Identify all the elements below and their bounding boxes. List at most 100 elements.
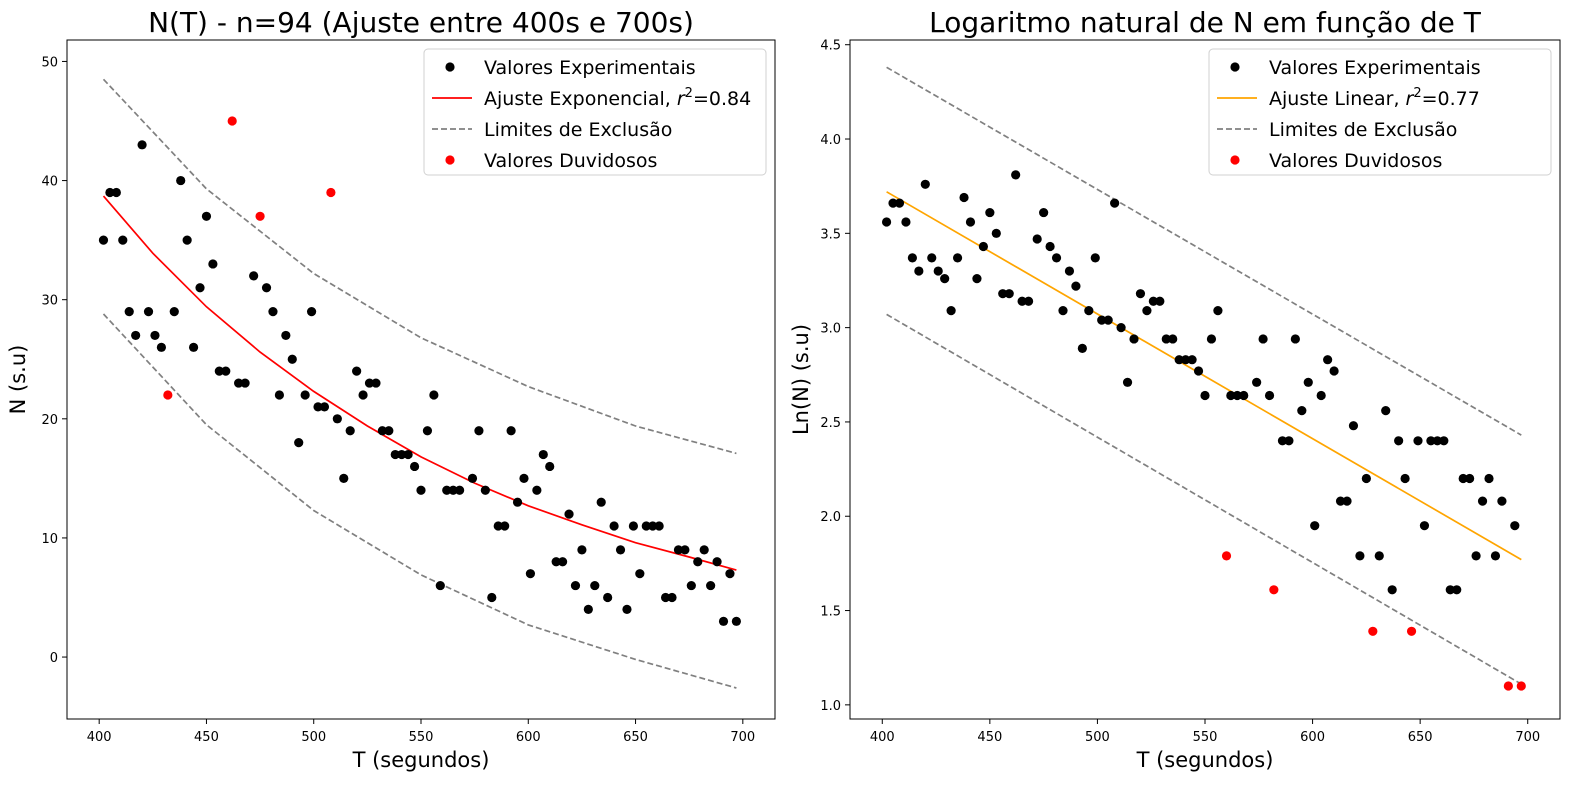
data-point [287, 354, 297, 364]
data-point [1355, 551, 1365, 561]
data-point [686, 580, 696, 591]
legend-label: Ajuste Linear, r2=0.77 [1269, 86, 1480, 110]
legend-text: Limites de Exclusão [1269, 119, 1457, 141]
y-tick-label: 3.5 [820, 227, 841, 242]
legend-text: Ajuste Exponencial, [484, 88, 677, 110]
data-point [1484, 473, 1494, 484]
data-point [680, 545, 690, 555]
data-point [991, 228, 1001, 238]
data-point [907, 253, 917, 263]
data-point [998, 289, 1008, 299]
data-point [551, 557, 561, 567]
data-point [397, 449, 407, 460]
data-point [525, 569, 536, 579]
data-point [1329, 366, 1339, 376]
data-point [1400, 473, 1410, 484]
legend-r-symbol: r [677, 88, 686, 110]
data-point [519, 473, 529, 483]
data-point [940, 273, 950, 284]
y-tick-label: 20 [41, 413, 58, 428]
y-tick-label: 2.5 [820, 416, 841, 431]
data-point [558, 557, 568, 567]
legend: Valores Experimentais Ajuste Exponencial,… [423, 48, 767, 176]
data-point [1226, 390, 1236, 401]
data-point [1432, 436, 1442, 446]
data-point [712, 557, 722, 567]
data-point [641, 521, 651, 531]
data-point [564, 509, 574, 519]
y-tick-label: 30 [41, 294, 58, 309]
data-point [1213, 306, 1223, 316]
data-point [952, 253, 963, 263]
doubtful-point [1516, 681, 1526, 691]
data-point [240, 378, 250, 388]
legend-superscript: 2 [685, 86, 693, 101]
data-point [403, 449, 413, 460]
x-tick-label: 450 [977, 730, 1002, 745]
legend-marker [445, 62, 455, 72]
data-point [377, 426, 387, 436]
data-point [105, 187, 115, 198]
data-point [545, 461, 555, 472]
data-point [1348, 421, 1359, 431]
data-point [294, 438, 304, 448]
data-point [914, 266, 924, 276]
data-point [978, 241, 988, 252]
data-point [972, 273, 982, 284]
x-tick-label: 500 [1085, 730, 1110, 745]
legend-text: Ajuste Linear, [1269, 88, 1406, 110]
y-tick-label: 4.0 [820, 133, 841, 148]
data-point [124, 307, 134, 317]
data-point [622, 604, 632, 615]
doubtful-point [1269, 585, 1279, 595]
data-point [98, 235, 109, 245]
y-tick-label: 40 [41, 175, 58, 190]
data-point [313, 402, 323, 412]
data-point [1465, 473, 1475, 484]
legend-label: Limites de Exclusão [1269, 119, 1457, 141]
data-point [429, 390, 439, 400]
legend-value: =0.84 [693, 88, 751, 110]
y-tick-label: 1.0 [820, 699, 841, 714]
data-point [512, 497, 523, 507]
data-point [583, 604, 593, 615]
data-point [1032, 234, 1042, 244]
data-point [364, 378, 375, 388]
exclusion-limit-line [886, 313, 1522, 685]
data-point [693, 557, 703, 567]
data-point [1239, 390, 1249, 401]
data-point [1394, 436, 1404, 446]
data-point [1497, 496, 1507, 506]
data-point [1142, 306, 1152, 316]
data-point [1284, 436, 1294, 446]
data-point [1316, 390, 1326, 401]
legend-text: Valores Experimentais [1269, 57, 1481, 79]
data-point [1374, 551, 1384, 561]
data-point [1155, 296, 1165, 306]
doubtful-point [255, 211, 265, 221]
data-point [635, 569, 645, 579]
legend-text: Valores Experimentais [484, 57, 696, 79]
data-point [1258, 334, 1268, 344]
data-point [881, 217, 892, 227]
data-point [214, 366, 224, 376]
y-tick-label: 4.5 [820, 39, 841, 54]
data-point [1290, 334, 1300, 344]
data-point [1058, 306, 1068, 316]
data-point [894, 198, 905, 208]
data-point [577, 545, 587, 555]
data-point [352, 366, 362, 376]
data-point [249, 271, 259, 281]
data-point [596, 497, 606, 507]
data-point [1064, 266, 1075, 276]
data-point [933, 266, 943, 276]
plot-frame [66, 39, 776, 720]
exclusion-limit-line [102, 78, 737, 455]
data-point [1419, 521, 1430, 531]
y-tick-label: 0 [50, 651, 58, 666]
data-point [603, 592, 613, 603]
data-point [699, 545, 709, 555]
legend-r-symbol: r [1406, 88, 1415, 110]
data-point [590, 580, 600, 591]
data-point [615, 545, 626, 555]
